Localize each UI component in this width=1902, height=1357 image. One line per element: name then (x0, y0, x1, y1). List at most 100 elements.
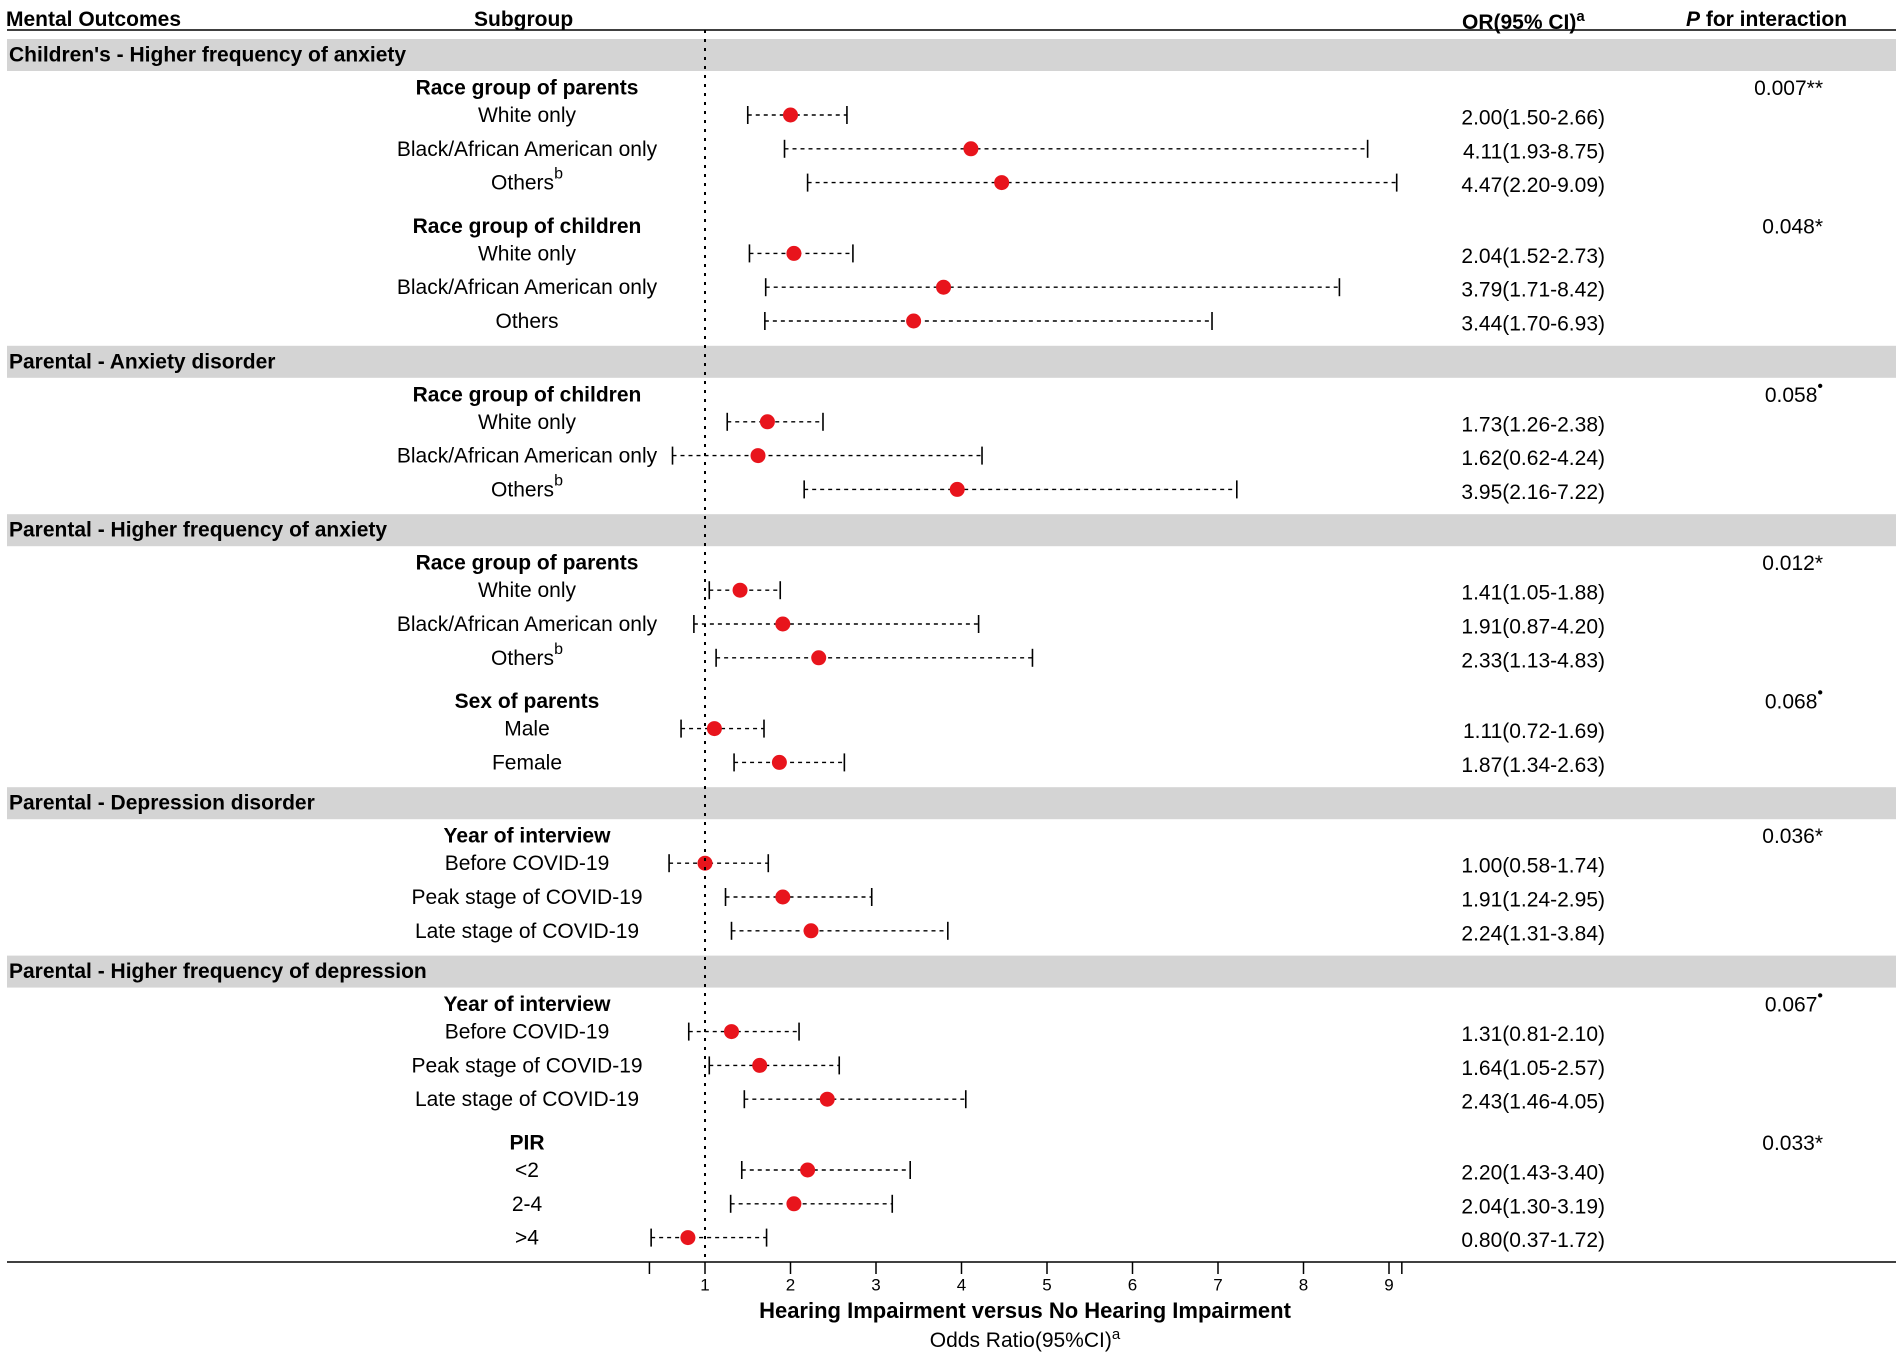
section-label: Parental - Anxiety disorder (9, 350, 275, 373)
subgroup-label: Othersb (491, 166, 563, 194)
group-label: Race group of children (413, 215, 642, 238)
section-band (7, 787, 1896, 820)
x-axis-tick-label: 7 (1213, 1275, 1222, 1294)
or-text: 1.91(0.87-4.20) (1461, 616, 1605, 639)
subgroup-label: Female (492, 751, 562, 774)
or-point (819, 1091, 835, 1107)
group-label: Year of interview (444, 993, 612, 1016)
or-text: 1.73(1.26-2.38) (1461, 413, 1605, 436)
or-point (786, 1196, 802, 1212)
subgroup-label: Othersb (491, 641, 563, 669)
subgroup-label: <2 (515, 1159, 539, 1182)
section-band (7, 345, 1896, 378)
column-header-p-rest: for interaction (1700, 8, 1848, 31)
column-header-or: OR(95% CI)a (1462, 8, 1585, 35)
or-point (936, 279, 952, 295)
or-point (724, 1024, 740, 1040)
x-axis-tick-label: 3 (871, 1275, 880, 1294)
or-point (994, 175, 1010, 191)
or-text: 1.91(1.24-2.95) (1461, 889, 1605, 912)
section-band (7, 955, 1896, 988)
x-axis-subtitle: Odds Ratio(95%CI)a (0, 1326, 1902, 1353)
x-axis-subtitle-text: Odds Ratio(95%CI) (929, 1329, 1112, 1352)
section-label: Parental - Higher frequency of depressio… (9, 960, 427, 983)
x-axis-title: Hearing Impairment versus No Hearing Imp… (759, 1298, 1291, 1323)
or-point (750, 448, 766, 464)
or-text: 2.20(1.43-3.40) (1461, 1162, 1605, 1185)
or-text: 1.31(0.81-2.10) (1461, 1023, 1605, 1046)
x-axis-tick-label: 1 (700, 1275, 709, 1294)
or-point (811, 650, 827, 666)
group-label: Race group of parents (416, 77, 639, 100)
or-text: 3.95(2.16-7.22) (1461, 481, 1605, 504)
or-text: 1.00(0.58-1.74) (1461, 855, 1605, 878)
or-text: 1.64(1.05-2.57) (1461, 1057, 1605, 1080)
or-text: 1.87(1.34-2.63) (1461, 754, 1605, 777)
subgroup-label: Black/African American only (397, 444, 658, 467)
section-label: Parental - Higher frequency of anxiety (9, 519, 387, 542)
x-axis-tick-label: 6 (1128, 1275, 1137, 1294)
or-point (803, 923, 819, 939)
or-text: 1.62(0.62-4.24) (1461, 447, 1605, 470)
or-point (775, 889, 791, 905)
column-header-or-sup: a (1576, 8, 1585, 25)
p-value: 0.048* (1762, 215, 1823, 238)
subgroup-label: Peak stage of COVID-19 (411, 886, 642, 909)
or-point (800, 1162, 816, 1178)
section-band (7, 39, 1896, 71)
p-value: 0.036* (1762, 825, 1823, 848)
x-axis-tick-label: 5 (1042, 1275, 1051, 1294)
or-text: 3.44(1.70-6.93) (1461, 313, 1605, 336)
or-text: 4.47(2.20-9.09) (1461, 174, 1605, 197)
subgroup-label: Late stage of COVID-19 (415, 1088, 639, 1111)
or-point (783, 107, 798, 123)
x-axis-subtitle-sup: a (1111, 1326, 1121, 1343)
group-label: Sex of parents (455, 690, 600, 713)
or-point (949, 481, 965, 497)
column-header-p: P for interaction (1686, 8, 1847, 32)
subgroup-label: 2-4 (512, 1192, 543, 1215)
or-point (786, 245, 802, 261)
or-text: 0.80(0.37-1.72) (1461, 1229, 1605, 1252)
p-value: 0.007** (1754, 77, 1823, 100)
section-label: Children's - Higher frequency of anxiety (9, 44, 406, 67)
column-header-or-text: OR(95% CI) (1462, 11, 1577, 34)
or-point (697, 855, 713, 871)
subgroup-label: Peak stage of COVID-19 (411, 1054, 642, 1077)
subgroup-label: Late stage of COVID-19 (415, 919, 639, 942)
column-header-outcome: Mental Outcomes (6, 8, 182, 31)
or-text: 1.11(0.72-1.69) (1463, 720, 1605, 743)
or-text: 2.04(1.52-2.73) (1461, 245, 1605, 268)
x-axis-tick-label: 4 (957, 1275, 966, 1294)
or-point (963, 141, 979, 157)
subgroup-label: Othersb (491, 473, 563, 501)
p-value: 0.033* (1762, 1132, 1823, 1155)
or-text: 1.41(1.05-1.88) (1461, 582, 1605, 605)
group-label: Year of interview (444, 825, 612, 848)
subgroup-label: Black/African American only (397, 613, 658, 636)
x-axis-tick-label: 9 (1384, 1275, 1393, 1294)
subgroup-label: White only (478, 242, 577, 265)
or-text: 2.04(1.30-3.19) (1461, 1195, 1605, 1218)
subgroup-label: Before COVID-19 (445, 1020, 610, 1043)
or-text: 2.33(1.13-4.83) (1461, 649, 1605, 672)
or-point (732, 582, 748, 598)
column-header-p-italic: P (1686, 8, 1701, 31)
subgroup-label: White only (478, 104, 577, 127)
subgroup-label: White only (478, 579, 577, 602)
group-label: Race group of parents (416, 552, 639, 575)
section-label: Parental - Depression disorder (9, 792, 315, 815)
subgroup-label: Others (495, 310, 558, 333)
or-point (906, 313, 922, 329)
group-label: Race group of children (413, 383, 642, 406)
or-text: 2.43(1.46-4.05) (1461, 1091, 1605, 1114)
or-text: 3.79(1.71-8.42) (1461, 279, 1605, 302)
or-point (680, 1230, 696, 1246)
p-value: 0.067• (1765, 988, 1823, 1016)
column-header-subgroup: Subgroup (474, 8, 574, 31)
or-point (752, 1057, 768, 1073)
x-axis-tick-label: 2 (786, 1275, 795, 1294)
subgroup-label: Black/African American only (397, 137, 658, 160)
subgroup-label: White only (478, 410, 577, 433)
